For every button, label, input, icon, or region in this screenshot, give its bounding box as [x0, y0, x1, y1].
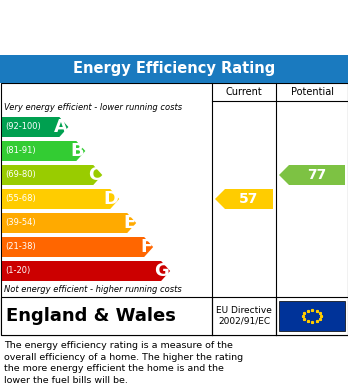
Text: The energy efficiency rating is a measure of the
overall efficiency of a home. T: The energy efficiency rating is a measur…: [4, 341, 243, 385]
Text: (81-91): (81-91): [5, 147, 35, 156]
Polygon shape: [215, 189, 273, 209]
Polygon shape: [2, 213, 136, 233]
Text: F: F: [140, 238, 152, 256]
Text: (1-20): (1-20): [5, 267, 30, 276]
Text: Not energy efficient - higher running costs: Not energy efficient - higher running co…: [4, 285, 182, 294]
Text: 77: 77: [307, 168, 327, 182]
Text: B: B: [71, 142, 84, 160]
Text: 57: 57: [239, 192, 259, 206]
Bar: [0, 297, 348, 335]
Text: (92-100): (92-100): [5, 122, 41, 131]
Text: (21-38): (21-38): [5, 242, 36, 251]
Text: (55-68): (55-68): [5, 194, 36, 203]
Text: Current: Current: [226, 87, 262, 97]
Polygon shape: [2, 117, 68, 137]
Polygon shape: [2, 141, 85, 161]
Polygon shape: [2, 165, 102, 185]
Text: England & Wales: England & Wales: [6, 307, 176, 325]
Text: (69-80): (69-80): [5, 170, 36, 179]
Polygon shape: [2, 189, 119, 209]
Polygon shape: [2, 261, 170, 281]
Polygon shape: [2, 237, 153, 257]
Text: EU Directive
2002/91/EC: EU Directive 2002/91/EC: [216, 306, 272, 326]
Text: Very energy efficient - lower running costs: Very energy efficient - lower running co…: [4, 104, 182, 113]
Text: E: E: [123, 214, 135, 232]
Text: D: D: [103, 190, 118, 208]
Text: C: C: [88, 166, 101, 184]
Text: Potential: Potential: [291, 87, 333, 97]
Bar: [279, 301, 345, 331]
Text: G: G: [154, 262, 169, 280]
Bar: [0, 55, 348, 83]
Text: (39-54): (39-54): [5, 219, 35, 228]
Text: Energy Efficiency Rating: Energy Efficiency Rating: [73, 61, 275, 77]
Polygon shape: [279, 165, 345, 185]
Bar: [0, 83, 348, 335]
Text: A: A: [54, 118, 68, 136]
